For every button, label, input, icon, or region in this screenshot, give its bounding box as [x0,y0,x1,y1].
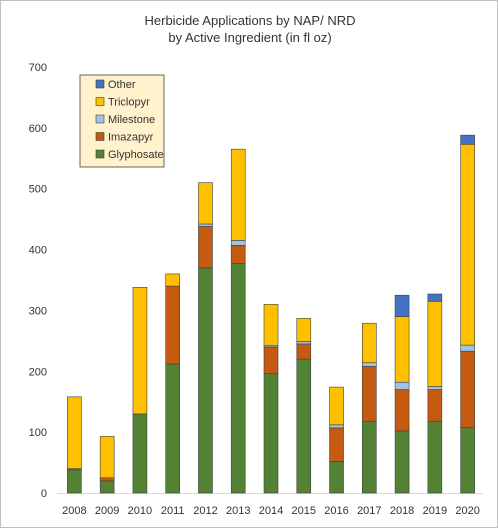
legend: Other Triclopyr Milestone Imazapyr Glyphosat… [79,74,165,168]
bar-segment-glyphosate [460,426,475,494]
bar-segment-imazapyr [99,477,115,482]
y-tick-label: 400 [29,245,47,257]
y-tick-label: 200 [29,366,47,378]
legend-label-glyphosate: Glyphosate [108,149,164,161]
bar-segment-glyphosate [296,358,312,494]
bar-segment-triclopyr [362,322,377,364]
bar-segment-imazapyr [263,346,279,375]
bar-segment-imazapyr [296,343,312,360]
bar-segment-glyphosate [230,263,246,494]
bar-segment-glyphosate [362,420,377,494]
chart-title: Herbicide Applications by NAP/ NRD [145,13,356,28]
x-tick-label: 2019 [423,505,447,517]
bar-segment-imazapyr [394,389,410,432]
bar-segment-imazapyr [198,226,213,269]
legend-box [79,74,165,168]
bar-segment-imazapyr [427,389,443,422]
x-tick-label: 2020 [455,505,479,517]
bar-segment-imazapyr [460,350,475,428]
y-tick-label: 500 [29,184,47,196]
y-tick-label: 0 [41,488,47,500]
legend-label-milestone: Milestone [108,114,155,126]
bar-segment-glyphosate [132,413,148,494]
y-tick-label: 700 [29,62,47,74]
bar-segment-glyphosate [99,480,115,494]
x-axis: 2008 2009 2010 2011 2012 2013 2014 2015 2016 2017… [57,493,483,517]
bar-segment-triclopyr [329,386,344,426]
bar-segment-glyphosate [198,267,213,494]
bar-segment-glyphosate [394,430,410,494]
legend-swatch-triclopyr [95,97,105,106]
y-axis: 0 100 200 300 400 500 600 700 [29,62,47,500]
bar-segment-milestone [427,386,443,390]
bar-segment-triclopyr [99,436,115,479]
bars-group [67,134,475,494]
y-tick-label: 300 [29,305,47,317]
bar-segment-milestone [230,240,246,246]
bar-segment-milestone [362,362,377,367]
x-tick-label: 2014 [259,505,283,517]
bar-segment-other [460,134,475,145]
bar-segment-triclopyr [67,396,82,469]
bar-segment-glyphosate [165,363,180,494]
legend-label-triclopyr: Triclopyr [108,97,150,109]
bar-segment-triclopyr [198,182,213,225]
bar-segment-other [427,293,443,302]
x-tick-label: 2010 [128,505,152,517]
bar-segment-triclopyr [230,148,246,241]
chart-subtitle: by Active Ingredient (in fl oz) [168,30,331,45]
bar-segment-triclopyr [394,316,410,383]
bar-segment-imazapyr [329,427,344,462]
bar-segment-triclopyr [460,143,475,346]
bar-segment-triclopyr [132,287,148,415]
x-tick-label: 2012 [193,505,217,517]
bar-segment-glyphosate [263,373,279,494]
x-tick-label: 2011 [161,505,185,517]
legend-label-imazapyr: Imazapyr [108,132,154,144]
bar-segment-triclopyr [427,300,443,387]
x-tick-label: 2008 [62,505,86,517]
bar-segment-glyphosate [329,461,344,494]
bar-segment-triclopyr [165,273,180,287]
bar-segment-milestone [394,381,410,390]
y-tick-label: 600 [29,123,47,135]
legend-swatch-other [95,79,105,89]
bar-segment-glyphosate [67,469,82,494]
bar-segment-other [394,294,410,317]
bar-segment-triclopyr [263,304,279,347]
bar-segment-milestone [296,341,312,345]
x-tick-label: 2018 [390,505,414,517]
bar-segment-imazapyr [230,245,246,264]
x-tick-label: 2017 [357,505,381,517]
bar-segment-triclopyr [296,318,312,342]
x-tick-label: 2015 [292,505,316,517]
legend-swatch-imazapyr [95,132,105,141]
x-tick-label: 2009 [95,505,119,517]
x-tick-label: 2013 [226,505,250,517]
bar-segment-imazapyr [362,366,377,422]
legend-swatch-milestone [95,114,105,124]
bar-segment-milestone [460,344,475,352]
bar-segment-glyphosate [427,420,443,494]
bar-segment-milestone [329,424,344,429]
bar-segment-milestone [198,223,213,227]
legend-swatch-glyphosate [95,149,105,159]
bar-segment-imazapyr [165,285,180,365]
legend-label-other: Other [108,79,136,91]
y-tick-label: 100 [29,427,47,439]
x-tick-label: 2016 [324,505,348,517]
